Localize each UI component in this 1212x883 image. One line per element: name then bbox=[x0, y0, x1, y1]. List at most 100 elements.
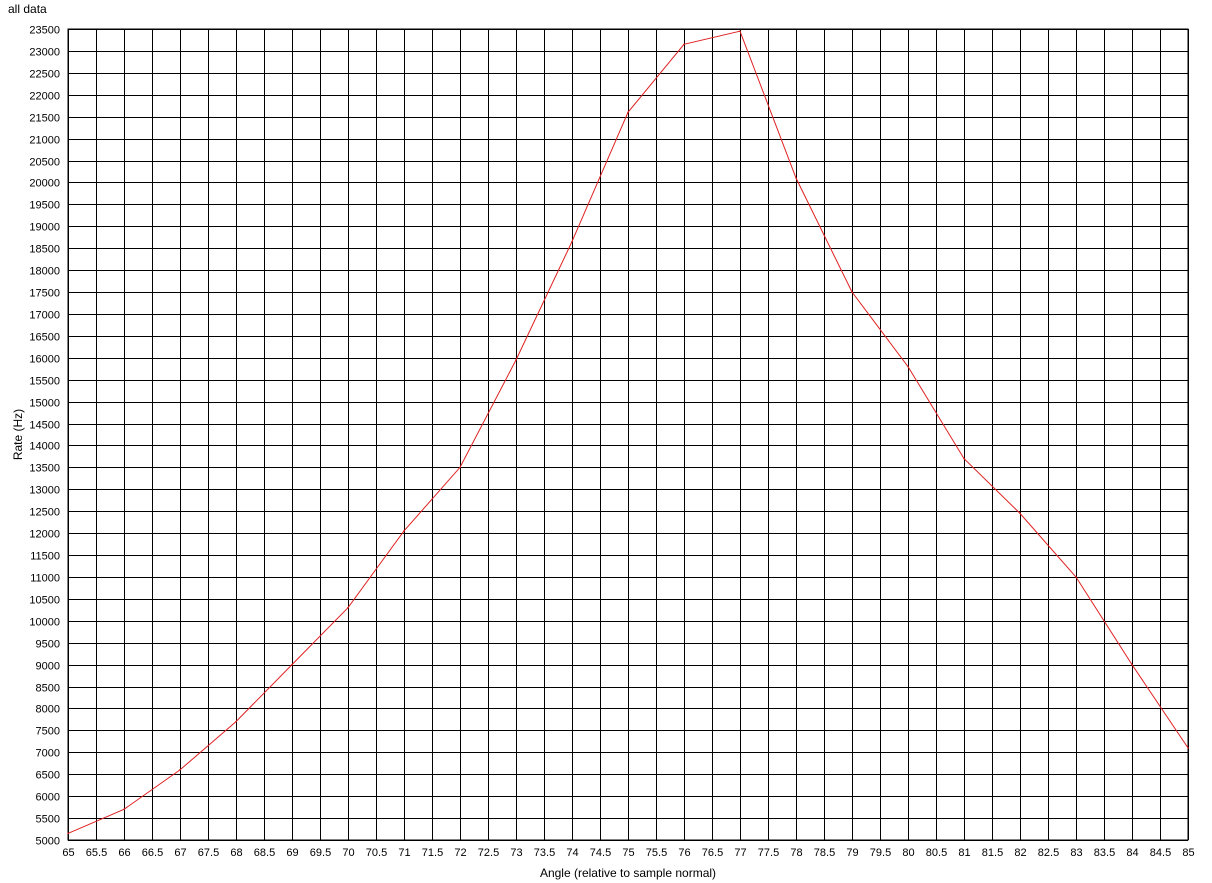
x-tick-label: 74 bbox=[566, 847, 578, 859]
chart-title: all data bbox=[8, 2, 47, 16]
y-tick-label: 8500 bbox=[36, 683, 60, 695]
y-tick-label: 14500 bbox=[29, 420, 60, 432]
y-tick-label: 20500 bbox=[29, 157, 60, 169]
x-tick-label: 66 bbox=[118, 847, 130, 859]
y-tick-label: 14000 bbox=[29, 441, 60, 453]
x-tick-label: 69 bbox=[286, 847, 298, 859]
x-tick-label: 79.5 bbox=[870, 847, 891, 859]
grid bbox=[67, 28, 1189, 841]
y-tick-label: 23500 bbox=[29, 25, 60, 37]
y-tick-label: 15000 bbox=[29, 398, 60, 410]
data-point bbox=[179, 769, 181, 771]
x-tick-label: 65 bbox=[62, 847, 74, 859]
data-point bbox=[1131, 663, 1133, 666]
y-tick-label: 6000 bbox=[36, 792, 60, 804]
y-tick-label: 7000 bbox=[36, 748, 60, 760]
data-point bbox=[795, 177, 797, 179]
x-tick-label: 78.5 bbox=[814, 847, 835, 859]
x-tick-label: 67.5 bbox=[198, 847, 219, 859]
x-tick-label: 70.5 bbox=[366, 847, 387, 859]
data-point bbox=[291, 663, 293, 666]
y-tick-label: 11500 bbox=[30, 551, 60, 563]
y-tick-label: 22500 bbox=[29, 69, 60, 81]
x-tick-label: 76.5 bbox=[702, 847, 723, 859]
series-layer bbox=[67, 30, 1189, 835]
data-point bbox=[235, 720, 237, 723]
x-tick-label: 80 bbox=[902, 847, 914, 859]
y-tick-label: 6500 bbox=[36, 770, 60, 782]
data-point bbox=[851, 291, 853, 293]
x-tick-label: 67 bbox=[174, 847, 186, 859]
y-tick-label: 15500 bbox=[29, 376, 60, 388]
data-point bbox=[1187, 747, 1189, 749]
data-point bbox=[403, 530, 405, 532]
y-tick-label: 21000 bbox=[29, 135, 60, 147]
x-tick-label: 71.5 bbox=[422, 847, 443, 859]
x-tick-label: 66.5 bbox=[142, 847, 163, 859]
data-point bbox=[571, 240, 573, 243]
data-point bbox=[123, 808, 125, 811]
data-point bbox=[963, 457, 965, 460]
data-point bbox=[67, 832, 69, 835]
y-tick-label: 18000 bbox=[29, 266, 60, 278]
x-tick-label: 84 bbox=[1126, 847, 1138, 859]
x-tick-label: 73 bbox=[510, 847, 522, 859]
y-tick-label: 16000 bbox=[29, 354, 60, 366]
y-tick-label: 19000 bbox=[29, 222, 60, 234]
x-tick-label: 72 bbox=[454, 847, 466, 859]
x-tick-label: 80.5 bbox=[926, 847, 947, 859]
y-tick-label: 22000 bbox=[29, 91, 60, 103]
x-tick-label: 75 bbox=[622, 847, 634, 859]
x-tick-label: 76 bbox=[678, 847, 690, 859]
y-tick-label: 10000 bbox=[29, 617, 60, 629]
y-tick-label: 12500 bbox=[29, 507, 60, 519]
x-tick-label: 85 bbox=[1182, 847, 1194, 859]
data-point bbox=[907, 365, 909, 368]
y-tick-label: 17000 bbox=[29, 310, 60, 322]
y-tick-label: 5000 bbox=[36, 836, 60, 848]
y-axis-label: Rate (Hz) bbox=[11, 409, 25, 460]
x-tick-label: 79 bbox=[846, 847, 858, 859]
y-tick-label: 21500 bbox=[29, 113, 60, 125]
y-tick-label: 16500 bbox=[29, 332, 60, 344]
data-point bbox=[1019, 512, 1021, 515]
x-tick-label: 74.5 bbox=[590, 847, 611, 859]
y-tick-label: 11000 bbox=[30, 573, 60, 585]
x-tick-label: 68.5 bbox=[254, 847, 275, 859]
y-tick-label: 17500 bbox=[29, 288, 60, 300]
x-tick-label: 82.5 bbox=[1038, 847, 1059, 859]
x-tick-label: 77.5 bbox=[758, 847, 779, 859]
y-tick-label: 9000 bbox=[36, 661, 60, 673]
x-tick-label: 73.5 bbox=[534, 847, 555, 859]
data-point bbox=[459, 466, 461, 469]
data-point bbox=[347, 606, 349, 609]
y-tick-label: 20000 bbox=[29, 178, 60, 190]
x-tick-label: 82 bbox=[1014, 847, 1026, 859]
x-tick-label: 81.5 bbox=[982, 847, 1003, 859]
y-tick-label: 13500 bbox=[29, 463, 60, 475]
y-tick-label: 23000 bbox=[29, 47, 60, 59]
y-tick-label: 18500 bbox=[29, 244, 60, 256]
y-tick-label: 12000 bbox=[29, 529, 60, 541]
x-tick-label: 70 bbox=[342, 847, 354, 859]
x-tick-label: 72.5 bbox=[478, 847, 499, 859]
x-tick-label: 81 bbox=[958, 847, 970, 859]
x-tick-label: 83.5 bbox=[1094, 847, 1115, 859]
x-axis-ticks: 65 65.5 66 66.5 67 67.5 68 68.5 69 69.5 70 70.5 71 71… bbox=[62, 847, 1194, 859]
y-tick-label: 7500 bbox=[36, 726, 60, 738]
data-point bbox=[683, 43, 685, 46]
x-tick-label: 78 bbox=[790, 847, 802, 859]
y-tick-label: 8000 bbox=[36, 704, 60, 716]
y-tick-label: 13000 bbox=[29, 485, 60, 497]
x-tick-label: 84.5 bbox=[1150, 847, 1171, 859]
x-tick-label: 68 bbox=[230, 847, 242, 859]
x-tick-label: 65.5 bbox=[86, 847, 107, 859]
x-axis-label: Angle (relative to sample normal) bbox=[540, 866, 716, 880]
data-point bbox=[739, 30, 741, 32]
x-tick-label: 71 bbox=[398, 847, 410, 859]
x-tick-label: 83 bbox=[1070, 847, 1082, 859]
x-tick-label: 77 bbox=[734, 847, 746, 859]
y-axis-ticks: 5000 5500 6000 6500 7000 7500 8000 8500 9000 9500… bbox=[29, 25, 60, 848]
y-tick-label: 10500 bbox=[29, 595, 60, 607]
